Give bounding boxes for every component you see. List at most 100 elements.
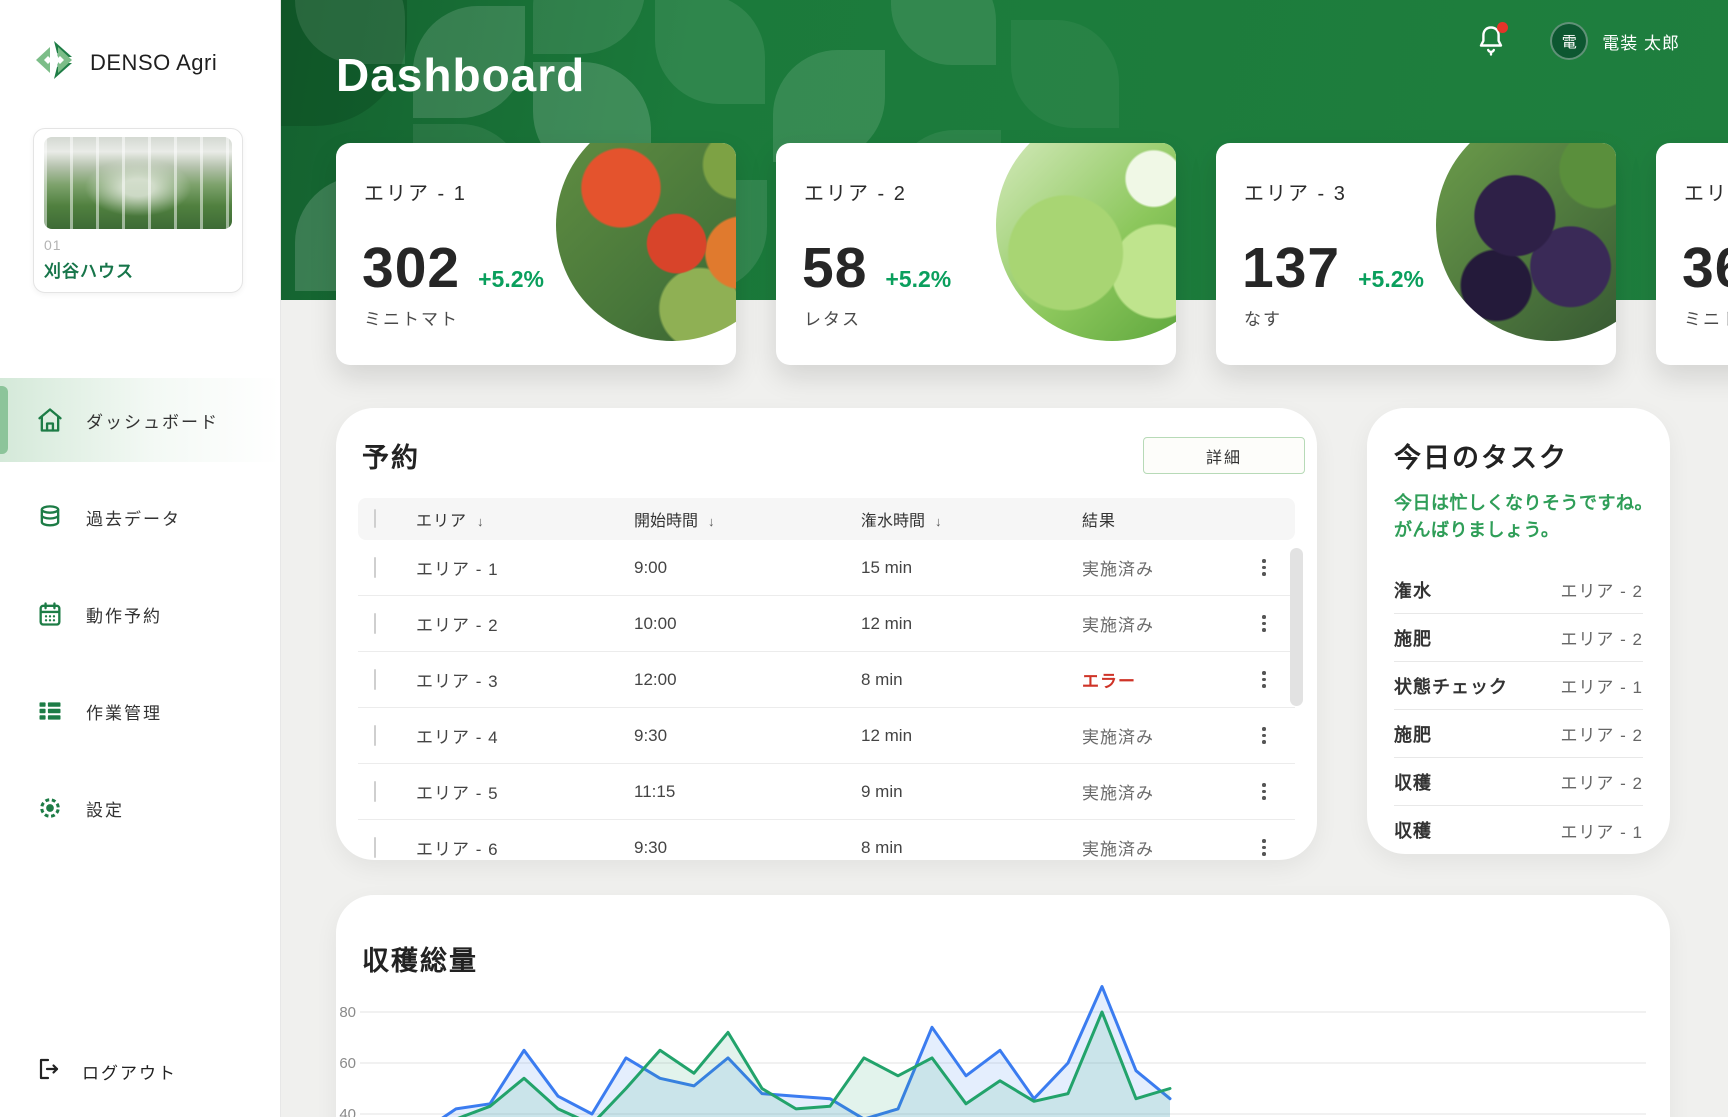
details-button[interactable]: 詳細: [1143, 437, 1305, 474]
task-label: 施肥: [1394, 628, 1432, 649]
table-row: エリア - 6 9:30 8 min 実施済み: [358, 820, 1295, 860]
select-all-checkbox[interactable]: [374, 509, 376, 528]
row-menu-button[interactable]: [1252, 553, 1276, 583]
row-checkbox[interactable]: [374, 724, 376, 746]
leaf-decoration: [655, 0, 765, 104]
sort-down-icon: ↓: [477, 514, 485, 529]
house-card[interactable]: 01 刈谷ハウス: [33, 128, 243, 293]
crop-photo: [1436, 143, 1616, 341]
task-label: 収穫: [1394, 821, 1432, 841]
stat-number-row: 58 +5.2%: [802, 235, 951, 301]
cell-duration: 8 min: [861, 837, 903, 857]
brand-name: DENSO Agri: [90, 49, 218, 75]
stat-area-label: エリア - 2: [804, 183, 907, 205]
stat-product-label: ミニトマト: [364, 310, 459, 329]
task-row[interactable]: 収穫 エリア - 1: [1394, 806, 1643, 854]
row-menu-button[interactable]: [1252, 777, 1276, 807]
stat-value: 368: [1682, 236, 1728, 300]
table-row: エリア - 5 11:15 9 min 実施済み: [358, 764, 1295, 820]
row-checkbox[interactable]: [374, 836, 376, 858]
crop-photo: [996, 143, 1176, 341]
sidebar-item[interactable]: ダッシュボード: [0, 378, 280, 462]
row-checkbox[interactable]: [374, 668, 376, 690]
table-row: エリア - 1 9:00 15 min 実施済み: [358, 540, 1295, 596]
notification-dot: [1497, 22, 1509, 33]
tasks-message: 今日は忙しくなりそうですね。 がんばりましょう。: [1394, 490, 1653, 544]
sort-down-icon: ↓: [935, 514, 942, 529]
task-row[interactable]: 収穫 エリア - 2: [1394, 758, 1643, 806]
cell-duration: 9 min: [861, 781, 903, 801]
cell-start-time: 9:00: [634, 557, 668, 577]
stat-product-label: なす: [1244, 310, 1282, 329]
sidebar-nav: ダッシュボード 過去データ 動作予約 作業管理 設定: [0, 378, 280, 863]
table-row: エリア - 3 12:00 8 min エラー: [358, 652, 1295, 708]
sidebar-item-label: 作業管理: [86, 703, 162, 723]
cell-result: 実施済み: [1082, 616, 1154, 635]
cell-result: 実施済み: [1082, 560, 1154, 579]
cell-area: エリア - 3: [416, 672, 499, 691]
row-checkbox[interactable]: [374, 556, 376, 578]
task-area: エリア - 2: [1560, 582, 1643, 601]
chart-title: 収穫総量: [362, 946, 478, 976]
row-checkbox[interactable]: [374, 612, 376, 634]
stat-product-label: レタス: [804, 310, 861, 329]
chart-area-green: [461, 1012, 1170, 1117]
task-row[interactable]: 施肥 エリア - 2: [1394, 710, 1643, 758]
stat-delta: +5.2%: [885, 266, 952, 292]
logout-icon: [36, 1056, 62, 1087]
area-stat-card[interactable]: エリア 368 ミニトマト: [1656, 143, 1728, 365]
area-stat-card[interactable]: エリア - 3 137 +5.2% なす: [1216, 143, 1616, 365]
task-row[interactable]: 状態チェック エリア - 1: [1394, 662, 1643, 710]
row-menu-button[interactable]: [1252, 609, 1276, 639]
stat-cards-row: エリア - 1 302 +5.2% ミニトマト エリア - 2 58 +5.2%…: [336, 143, 1728, 365]
task-row[interactable]: 施肥 エリア - 2: [1394, 614, 1643, 662]
table-header-row: エリア ↓ 開始時間 ↓ 潅水時間 ↓ 結果: [358, 498, 1295, 540]
task-label: 収穫: [1394, 772, 1432, 793]
crop-photo: [556, 143, 736, 341]
stat-number-row: 368: [1682, 235, 1728, 301]
user-menu[interactable]: 電 電装 太郎: [1550, 22, 1680, 60]
sidebar-item[interactable]: 過去データ: [0, 475, 280, 559]
sort-down-icon: ↓: [708, 514, 715, 529]
sidebar-item-label: 過去データ: [86, 509, 181, 529]
topbar: 電 電装 太郎: [1476, 22, 1680, 60]
cell-result: 実施済み: [1082, 840, 1154, 859]
column-header-start[interactable]: 開始時間 ↓: [634, 513, 715, 530]
avatar: 電: [1550, 22, 1589, 60]
stat-value: 137: [1242, 236, 1341, 300]
area-stat-card[interactable]: エリア - 2 58 +5.2% レタス: [776, 143, 1176, 365]
task-area: エリア - 2: [1560, 630, 1643, 649]
sidebar-item-label: ダッシュボード: [86, 412, 219, 432]
harvest-area-chart: 80 60 40: [339, 985, 1646, 1117]
y-tick-label: 80: [339, 1004, 356, 1021]
cell-result: 実施済み: [1082, 784, 1154, 803]
table-row: エリア - 4 9:30 12 min 実施済み: [358, 708, 1295, 764]
gear-icon: [36, 794, 64, 822]
cell-result: 実施済み: [1082, 728, 1154, 747]
sidebar-item[interactable]: 作業管理: [0, 669, 280, 753]
table-body: エリア - 1 9:00 15 min 実施済み エリア - 2 10:00 1…: [358, 540, 1295, 860]
table-scrollbar-thumb[interactable]: [1290, 548, 1303, 706]
cell-start-time: 10:00: [634, 613, 677, 633]
notification-bell-button[interactable]: [1476, 22, 1509, 59]
task-area: エリア - 1: [1560, 678, 1643, 697]
sidebar-item[interactable]: 動作予約: [0, 572, 280, 656]
cell-duration: 8 min: [861, 669, 903, 689]
logout-button[interactable]: ログアウト: [36, 1056, 177, 1087]
brand-logo-icon: [32, 40, 76, 85]
stat-delta: +5.2%: [478, 266, 544, 292]
row-menu-button[interactable]: [1252, 665, 1276, 695]
task-row[interactable]: 潅水 エリア - 2: [1394, 566, 1643, 614]
stat-number-row: 137 +5.2%: [1242, 235, 1424, 301]
column-header-area[interactable]: エリア ↓: [416, 513, 485, 530]
brand: DENSO Agri: [32, 40, 217, 85]
sidebar-item[interactable]: 設定: [0, 766, 280, 850]
row-menu-button[interactable]: [1252, 721, 1276, 751]
row-checkbox[interactable]: [374, 780, 376, 802]
row-menu-button[interactable]: [1252, 833, 1276, 861]
area-stat-card[interactable]: エリア - 1 302 +5.2% ミニトマト: [336, 143, 736, 365]
task-area: エリア - 2: [1560, 726, 1643, 745]
column-header-duration[interactable]: 潅水時間 ↓: [861, 513, 942, 530]
tasks-message-line1: 今日は忙しくなりそうですね。: [1394, 493, 1653, 513]
